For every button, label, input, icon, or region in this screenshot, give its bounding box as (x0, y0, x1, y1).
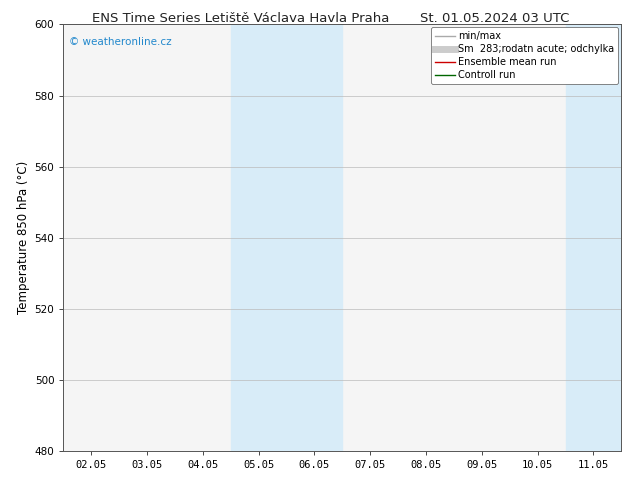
Y-axis label: Temperature 850 hPa (°C): Temperature 850 hPa (°C) (18, 161, 30, 314)
Legend: min/max, Sm  283;rodatn acute; odchylka, Ensemble mean run, Controll run: min/max, Sm 283;rodatn acute; odchylka, … (431, 27, 618, 84)
Bar (231, 24, 342, 451)
Text: © weatheronline.cz: © weatheronline.cz (69, 37, 172, 48)
Text: St. 01.05.2024 03 UTC: St. 01.05.2024 03 UTC (420, 12, 569, 25)
Text: ENS Time Series Letiště Václava Havla Praha: ENS Time Series Letiště Václava Havla Pr… (92, 12, 390, 25)
Bar (566, 24, 621, 451)
